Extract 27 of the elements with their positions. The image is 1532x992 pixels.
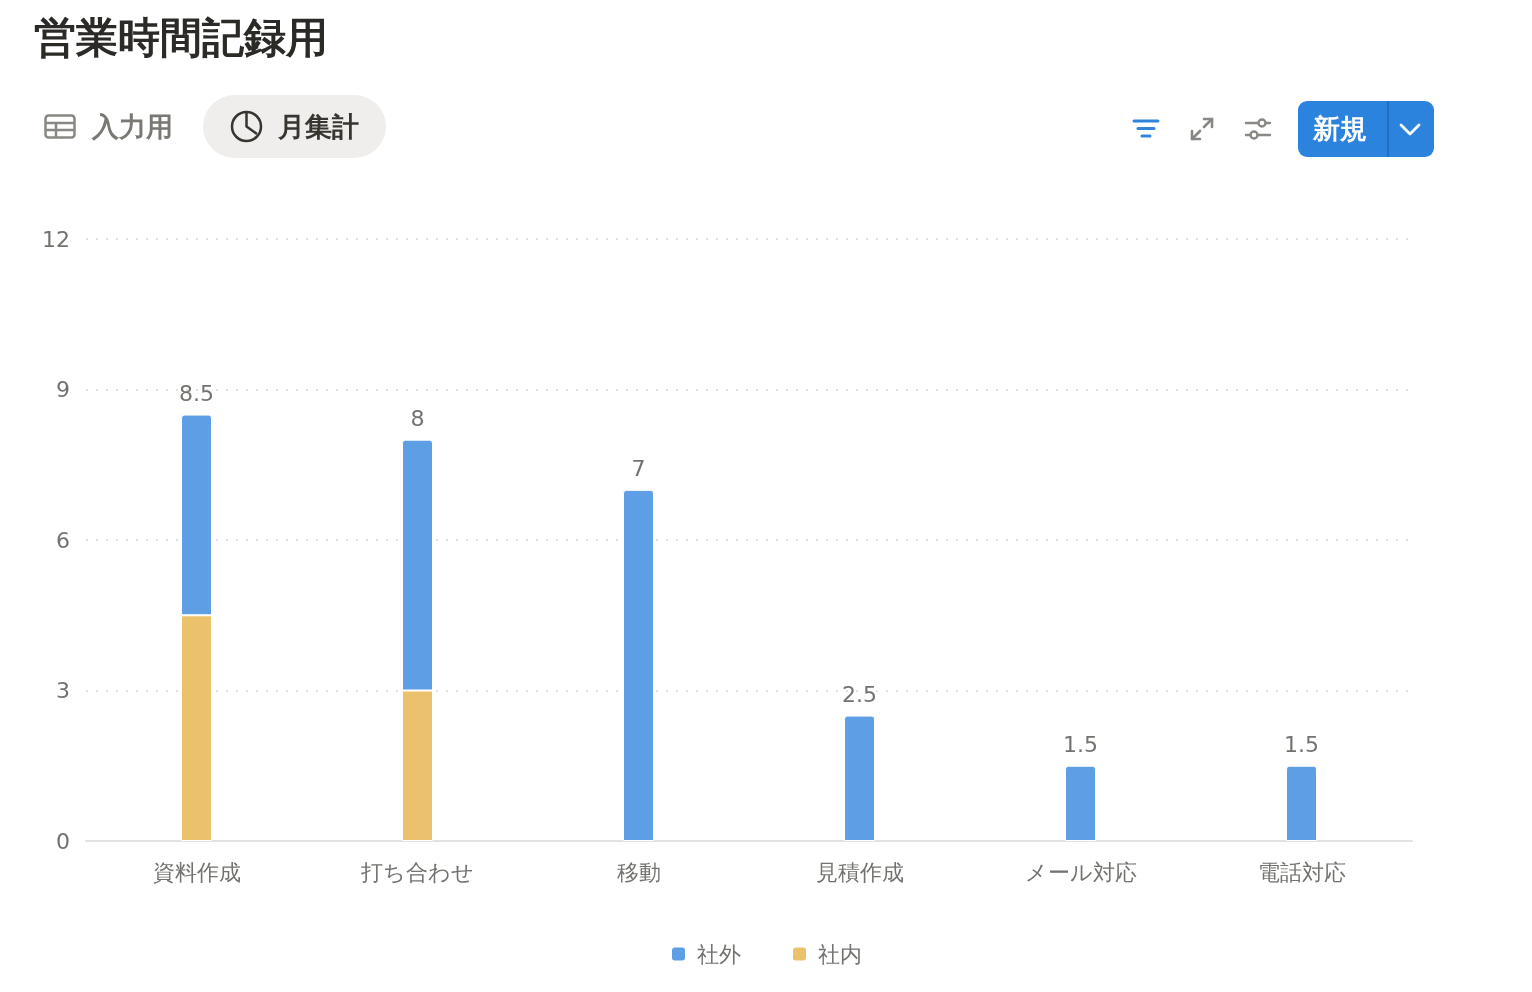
x-tick-label: 電話対応 xyxy=(1257,859,1346,885)
y-tick-label: 3 xyxy=(56,678,70,703)
total-label: 8 xyxy=(410,406,425,432)
text: 新規 xyxy=(1313,112,1367,146)
total-label: 1.5 xyxy=(1284,732,1319,758)
x-tick-label: 移動 xyxy=(616,859,661,885)
y-tick-label: 0 xyxy=(56,828,70,854)
bar xyxy=(844,715,875,841)
text: 月集計 xyxy=(278,110,359,144)
x-tick-label: 見積作成 xyxy=(815,859,904,885)
chart-title: 営業時間記録用 xyxy=(34,12,328,64)
bar xyxy=(1065,765,1096,841)
bar xyxy=(1286,765,1317,841)
legend-label: 社外 xyxy=(697,941,741,967)
legend-label: 社内 xyxy=(818,941,862,967)
x-tick-label: メール対応 xyxy=(1024,859,1137,885)
x-tick-label: 資料作成 xyxy=(152,859,241,885)
total-label: 8.5 xyxy=(179,381,214,407)
bar xyxy=(623,489,654,841)
text: 入力用 xyxy=(92,110,173,144)
y-tick-label: 9 xyxy=(56,377,70,402)
y-tick-label: 6 xyxy=(56,527,70,553)
x-tick-label: 打ち合わせ xyxy=(360,859,474,885)
total-label: 2.5 xyxy=(842,682,877,708)
total-label: 1.5 xyxy=(1063,732,1098,758)
y-tick-label: 12 xyxy=(42,226,70,252)
total-label: 7 xyxy=(631,456,646,482)
